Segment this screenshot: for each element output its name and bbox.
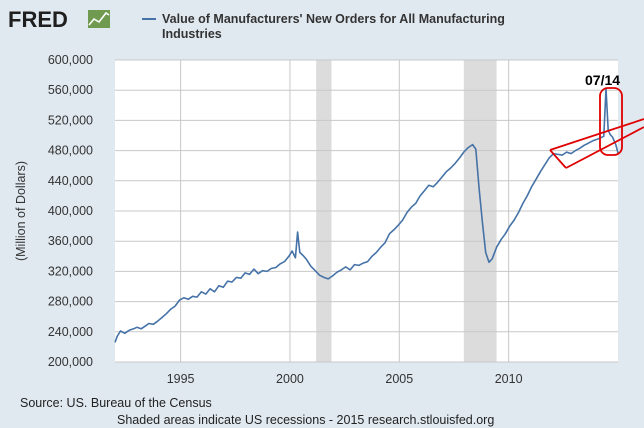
y-tick-label: 320,000 bbox=[48, 264, 93, 278]
gridlines bbox=[115, 59, 618, 363]
x-tick-label: 2005 bbox=[385, 372, 413, 386]
y-tick-label: 480,000 bbox=[48, 144, 93, 158]
fred-logo[interactable]: FRED bbox=[8, 7, 68, 32]
y-tick-label: 280,000 bbox=[48, 295, 93, 309]
series-line bbox=[114, 87, 619, 343]
annotation-highlight bbox=[599, 87, 623, 156]
annotation-wedge bbox=[549, 118, 644, 169]
y-tick-label: 600,000 bbox=[48, 53, 93, 67]
x-tick-label: 1995 bbox=[167, 372, 195, 386]
y-tick-label: 200,000 bbox=[48, 355, 93, 369]
y-tick-label: 360,000 bbox=[48, 234, 93, 248]
x-axis-ticks: 1995 2000 2005 2010 bbox=[167, 372, 523, 386]
y-axis-ticks: 200,000 240,000 280,000 320,000 360,000 400,0… bbox=[48, 53, 93, 369]
annotation-label: 07/14 bbox=[585, 72, 620, 88]
x-tick-label: 2000 bbox=[276, 372, 304, 386]
source-text: Source: US. Bureau of the Census bbox=[20, 396, 212, 410]
y-tick-label: 440,000 bbox=[48, 174, 93, 188]
legend-label-line2: Industries bbox=[162, 27, 222, 41]
legend-label-line1: Value of Manufacturers' New Orders for A… bbox=[162, 12, 505, 26]
y-axis-label: (Million of Dollars) bbox=[14, 161, 28, 261]
y-tick-label: 520,000 bbox=[48, 113, 93, 127]
chart-line-icon bbox=[88, 10, 110, 28]
y-tick-label: 400,000 bbox=[48, 204, 93, 218]
x-tick-label: 2010 bbox=[495, 372, 523, 386]
recession-note[interactable]: Shaded areas indicate US recessions - 20… bbox=[117, 413, 494, 427]
y-tick-label: 560,000 bbox=[48, 83, 93, 97]
y-tick-label: 240,000 bbox=[48, 325, 93, 339]
